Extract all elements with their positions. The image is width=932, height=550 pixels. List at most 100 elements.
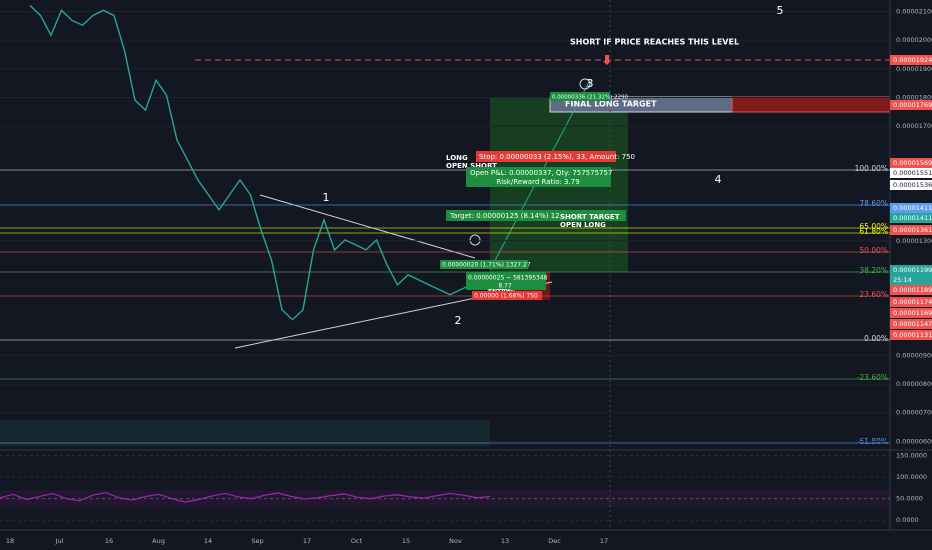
label-box xyxy=(440,260,528,269)
price-tag-label: 0.00001411 xyxy=(893,204,932,212)
y-tick-label: 0.00001700 xyxy=(896,122,932,130)
rsi-band xyxy=(0,490,890,508)
price-tag-label: 25:14 xyxy=(893,276,912,284)
x-tick-label: 17 xyxy=(600,537,608,545)
fib-label: 100.00% xyxy=(855,164,888,173)
annotation: FINAL LONG TARGET xyxy=(565,100,657,109)
price-tag-label: 0.00001769 xyxy=(893,101,932,109)
annotation: OPEN LONG xyxy=(560,221,606,229)
y-tick-label: 0.00002000 xyxy=(896,36,932,44)
x-tick-label: Oct xyxy=(351,537,363,545)
y-tick-label: 0.00000600 xyxy=(896,437,932,445)
price-tag xyxy=(890,158,932,168)
price-tag-label: 0.00001189 xyxy=(893,286,932,294)
annotation: Target: 0.00000125 (8.14%) 12 xyxy=(449,212,560,220)
trend-line xyxy=(259,194,476,259)
price-tag-label: 0.00001131 xyxy=(893,331,932,339)
price-tag-label: 0.00001361 xyxy=(893,226,932,234)
price-tag-label: 0.00001147 xyxy=(893,320,932,328)
annotation: LONG xyxy=(446,154,468,162)
y-tick-label: 0.00001800 xyxy=(896,93,932,101)
x-tick-label: 15 xyxy=(402,537,410,545)
price-tag-label: 0.00001174 xyxy=(893,298,932,306)
x-tick-label: 16 xyxy=(105,537,113,545)
fib-levels: 100.00% 78.60% 65.00%61.80% 50.00% 38.20% 23.… xyxy=(0,164,890,446)
label-box xyxy=(466,167,611,187)
x-tick-label: 17 xyxy=(303,537,311,545)
price-tag xyxy=(890,100,932,110)
annotation: 8.77 xyxy=(498,283,512,290)
rsi-tick-label: 0.0000 xyxy=(896,516,919,524)
annotation: Stop: 0.00000033 (2.15%), 33, Amount: 75… xyxy=(479,153,635,161)
price-line xyxy=(29,4,493,321)
price-pane xyxy=(0,4,890,521)
price-tag xyxy=(890,225,932,235)
fib-label: 0.00% xyxy=(864,334,888,343)
y-tick-label: 0.00000700 xyxy=(896,409,932,417)
annotation: OPEN SHORT xyxy=(446,162,497,170)
annotation: 0.00000025 ~ 581395348 xyxy=(468,275,548,282)
marker-circle xyxy=(579,78,591,90)
x-tick-label: Jul xyxy=(55,537,64,545)
price-tag xyxy=(890,265,932,275)
annotation: 0.00000336 (21.32%) 2290 xyxy=(552,95,628,101)
price-tag xyxy=(890,330,932,340)
annotation: Risk/Reward Ratio: 3.79 xyxy=(496,178,579,186)
x-tick-label: Nov xyxy=(449,537,462,545)
fib-label: 23.60% xyxy=(859,290,888,299)
price-tag-label: 0.00001411 xyxy=(893,214,932,222)
rsi-line xyxy=(0,491,491,503)
y-tick-label: 0.00001300 xyxy=(896,237,932,245)
annotation: 1 xyxy=(323,191,330,204)
arrow xyxy=(603,55,611,65)
price-tag xyxy=(890,180,932,190)
fib-label: -23.60% xyxy=(857,373,888,382)
price-tag xyxy=(890,55,932,65)
fib-label: 38.20% xyxy=(859,266,888,275)
price-tag xyxy=(890,275,932,285)
annotation: SHORT IF PRICE REACHES THIS LEVEL xyxy=(570,38,739,47)
x-tick-label: Dec xyxy=(548,537,561,545)
x-tick-label: 13 xyxy=(501,537,509,545)
annotation: 0.00000 (1.66%) 750 xyxy=(474,293,538,300)
fib-label: 61.80% xyxy=(859,227,888,236)
price-tag-label: 0.00001536 xyxy=(893,181,932,189)
annotation: 4 xyxy=(715,173,722,186)
fib-label: 50.00% xyxy=(859,246,888,255)
annotation: SHORT TARGET xyxy=(560,213,620,221)
price-tag xyxy=(890,285,932,295)
y-tick-label: 0.00000800 xyxy=(896,380,932,388)
price-tag xyxy=(890,213,932,223)
rsi-tick-label: 100.0000 xyxy=(896,473,927,481)
y-tick-label: 0.00002100 xyxy=(896,7,932,15)
volume-band xyxy=(0,420,490,446)
price-tag xyxy=(890,168,932,178)
marker-circle xyxy=(469,234,481,246)
price-tag xyxy=(890,319,932,329)
price-tag-label: 0.00001924 xyxy=(893,56,932,64)
label-box xyxy=(466,272,546,290)
label-box xyxy=(550,92,610,101)
annotation: 5 xyxy=(777,4,784,17)
price-tag-label: 0.00001199 xyxy=(893,266,932,274)
x-tick-label: 18 xyxy=(6,537,14,545)
y-tick-label: 0.00001900 xyxy=(896,65,932,73)
rsi-tick-label: 150.0000 xyxy=(896,451,927,459)
y-tick-label: 0.00000900 xyxy=(896,351,932,359)
annotation: Open P&L: 0.00000337, Qty: 757575757 xyxy=(470,169,612,177)
fib-label: 78.60% xyxy=(859,199,888,208)
fib-label: 65.00% xyxy=(859,222,888,231)
annotations: SHORT IF PRICE REACHES THIS LEVEL FINAL L… xyxy=(323,4,784,327)
price-tag xyxy=(890,203,932,213)
price-tag xyxy=(890,308,932,318)
label-box xyxy=(476,151,616,162)
annotation: 0.00000020 (1.71%) 1327.27 xyxy=(442,262,531,269)
price-tag-label: 0.00001169 xyxy=(893,309,932,317)
annotation: 2 xyxy=(455,314,462,327)
price-tag-label: 0.00001551 xyxy=(893,169,932,177)
x-tick-label: 14 xyxy=(204,537,212,545)
price-tag-label: 0.00001569 xyxy=(893,159,932,167)
label-box xyxy=(446,210,626,221)
price-axis: 0.00002100 0.00002000 0.00001900 0.00001800… xyxy=(6,7,932,545)
